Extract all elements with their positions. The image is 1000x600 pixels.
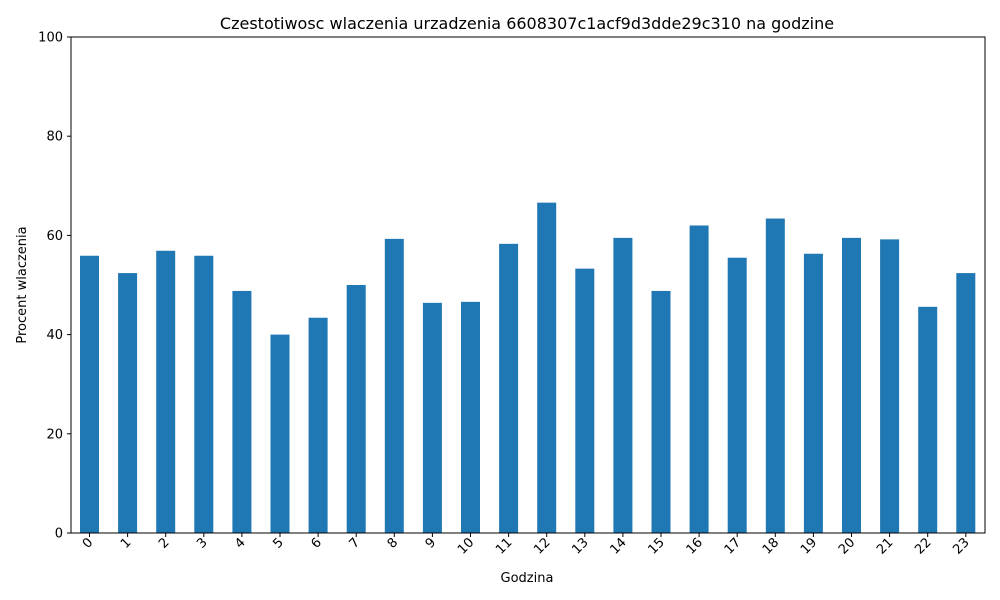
x-tick-label: 20	[836, 535, 858, 557]
x-tick-label: 11	[493, 535, 515, 557]
bar-hour-13	[575, 268, 595, 533]
chart-title: Czestotiwosc wlaczenia urzadzenia 660830…	[220, 14, 834, 33]
bar-hour-18	[765, 218, 785, 534]
x-tick-label: 5	[270, 535, 286, 551]
x-tick-label: 6	[308, 535, 324, 551]
x-tick-label: 17	[722, 535, 744, 557]
x-tick-label: 15	[646, 535, 668, 557]
bar-hour-1	[118, 273, 138, 533]
bar-hour-5	[270, 334, 290, 533]
bar-hour-3	[194, 255, 214, 534]
bar-hour-0	[80, 255, 99, 534]
x-tick-label: 8	[385, 535, 401, 551]
bar-hour-20	[842, 237, 861, 533]
x-tick-label: 16	[684, 535, 706, 557]
x-tick-label: 13	[569, 535, 591, 557]
bar-hour-14	[613, 237, 633, 533]
x-tick-label: 19	[798, 535, 820, 557]
x-tick-label: 21	[874, 535, 896, 557]
x-tick-label: 9	[423, 535, 439, 551]
bar-hour-15	[651, 290, 671, 533]
bar-hour-21	[880, 239, 900, 533]
bar-hour-12	[537, 202, 557, 533]
plot-area-frame	[70, 36, 986, 534]
y-tick-label: 80	[46, 130, 63, 145]
bar-hour-4	[232, 290, 252, 533]
bars-group	[80, 202, 976, 534]
x-tick-label: 0	[80, 535, 96, 551]
bar-hour-9	[422, 302, 442, 533]
x-axis: 0 1 2 3 4 5 6 7 8 9 10 11 12 13 14 15 16 17 18 19 20 21 22 23	[80, 533, 973, 558]
y-axis-title: Procent wlaczenia	[15, 226, 30, 343]
bar-hour-17	[727, 257, 747, 533]
bar-hour-2	[156, 250, 176, 533]
x-tick-label: 1	[118, 535, 134, 551]
x-tick-label: 12	[531, 535, 553, 557]
y-tick-label: 100	[38, 31, 63, 46]
y-axis: 0 20 40 60 80 100	[38, 31, 71, 542]
y-tick-label: 40	[46, 328, 63, 343]
x-tick-label: 4	[232, 535, 248, 551]
bar-hour-6	[308, 317, 328, 533]
bar-hour-23	[956, 273, 976, 533]
x-tick-label: 22	[912, 535, 934, 557]
bar-hour-16	[689, 225, 709, 534]
x-tick-label: 23	[950, 535, 972, 557]
bar-hour-19	[803, 253, 823, 533]
y-tick-label: 0	[55, 527, 63, 542]
bar-hour-10	[461, 301, 480, 533]
y-tick-label: 20	[46, 427, 63, 442]
y-tick-label: 60	[46, 229, 63, 244]
bar-hour-7	[346, 285, 366, 533]
x-tick-label: 14	[607, 535, 629, 557]
x-tick-label: 18	[760, 535, 782, 557]
x-tick-label: 7	[347, 535, 363, 551]
x-tick-label: 10	[455, 535, 477, 557]
bar-hour-11	[499, 243, 519, 533]
x-tick-label: 3	[194, 535, 210, 551]
x-tick-label: 2	[156, 535, 172, 551]
bar-hour-22	[918, 306, 938, 533]
x-axis-title: Godzina	[501, 571, 554, 586]
bar-hour-8	[384, 238, 404, 533]
